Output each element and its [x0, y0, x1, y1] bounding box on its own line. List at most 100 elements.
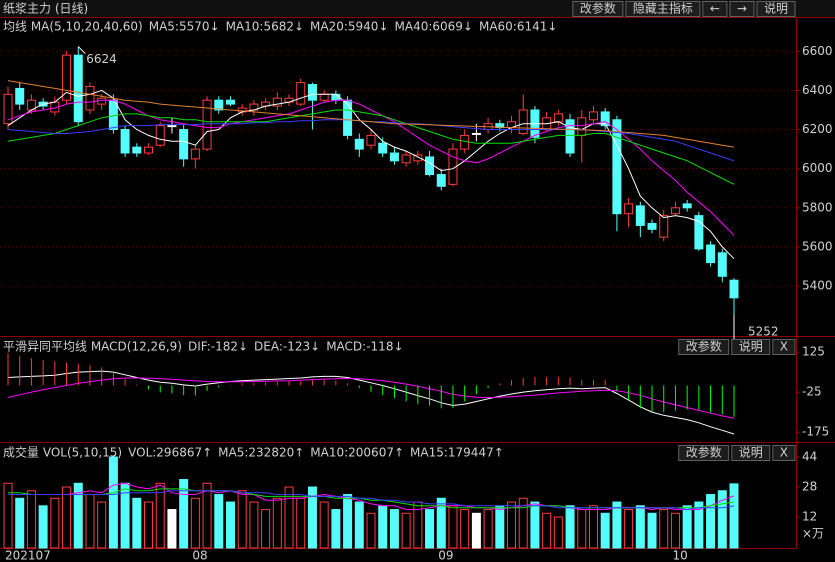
volume-bar — [647, 512, 657, 549]
candle-body — [670, 207, 680, 215]
y-tick-label: -25 — [802, 385, 822, 399]
candle-body — [319, 93, 329, 101]
volume-bar — [717, 490, 727, 549]
volume-bar — [483, 509, 493, 549]
button[interactable] — [678, 445, 730, 461]
volume-bar — [97, 501, 107, 549]
volume-bar — [167, 509, 177, 549]
volume-bar — [670, 512, 680, 549]
unit-label: ×万 — [802, 527, 824, 541]
candle-body — [214, 99, 224, 111]
candle-body — [612, 119, 622, 215]
volume-bar — [354, 501, 364, 549]
panel-title: 成交量 VOL(5,10,15) — [3, 445, 122, 460]
button[interactable] — [702, 1, 728, 17]
y-tick-label: 125 — [802, 345, 825, 359]
series-line — [7, 99, 735, 236]
button[interactable] — [625, 1, 701, 17]
volume-bar — [577, 509, 587, 549]
legend-entry: MA20:5940↓ — [310, 20, 388, 34]
y-tick-label: 5800 — [802, 200, 833, 214]
legend-entry: MA5:5570↓ — [149, 20, 220, 34]
button[interactable] — [772, 339, 796, 355]
candle-body — [471, 132, 481, 135]
volume-bar — [190, 497, 200, 549]
volume-bar — [155, 482, 165, 549]
button-label: 改参数 — [580, 1, 616, 16]
volume-bar — [343, 494, 353, 549]
legend-entry: MA15:179447↑ — [410, 446, 504, 460]
volume-bar — [26, 490, 36, 549]
volume-bar — [553, 516, 563, 549]
x-tick-label: 08 — [192, 549, 207, 562]
volume-bar — [612, 501, 622, 549]
candle-body — [706, 244, 716, 264]
candle-body — [553, 113, 563, 123]
x-tick-label: 202107 — [5, 549, 51, 562]
candle-body — [179, 129, 189, 160]
volume-bar — [237, 490, 247, 549]
button[interactable] — [731, 445, 771, 461]
series-line — [7, 109, 735, 185]
candle-body — [518, 109, 528, 134]
button[interactable] — [729, 1, 755, 17]
button-label: X — [780, 340, 788, 354]
candle-body — [378, 142, 388, 154]
volume-bar — [50, 497, 60, 549]
x-tick-label: 10 — [672, 549, 687, 562]
volume-bar — [389, 509, 399, 549]
panel-title: 平滑异同平均线 MACD(12,26,9) — [3, 340, 182, 354]
button[interactable] — [678, 339, 730, 355]
volume-bar — [518, 497, 528, 549]
candle-body — [354, 138, 364, 150]
candle-body — [167, 125, 177, 128]
candle-body — [682, 203, 692, 209]
volume-bar — [38, 505, 48, 549]
volume-bar — [225, 501, 235, 549]
candle-body — [296, 82, 306, 105]
y-tick-label: 12 — [802, 510, 817, 524]
candle-body — [694, 215, 704, 250]
candle-body — [729, 279, 739, 299]
candle-body — [73, 54, 83, 123]
candle-body — [272, 97, 282, 107]
volume-bar — [436, 497, 446, 549]
volume-bar — [600, 512, 610, 549]
candle-body — [425, 156, 435, 176]
button-label: X — [780, 446, 788, 460]
volume-bar — [307, 486, 317, 549]
volume-bar — [401, 512, 411, 549]
candle-body — [120, 129, 130, 154]
candle-body — [565, 119, 575, 154]
y-tick-label: 6400 — [802, 83, 833, 97]
button[interactable] — [572, 1, 624, 17]
candle-body — [436, 174, 446, 187]
y-tick-label: 6200 — [802, 122, 833, 136]
series-line — [8, 482, 735, 511]
candle-body — [366, 134, 376, 146]
series-line — [7, 370, 735, 435]
legend-entry: DIF:-182↓ — [188, 340, 248, 354]
panel-title: 均线 MA(5,10,20,40,60) — [3, 20, 143, 34]
legend-entry: MA5:232820↑ — [218, 446, 304, 460]
button[interactable] — [756, 1, 796, 17]
candle-body — [343, 99, 353, 136]
y-tick-label: -175 — [802, 425, 829, 439]
legend-entry: MACD:-118↓ — [326, 340, 403, 354]
legend-entry: MA60:6141↓ — [479, 20, 557, 34]
volume-bar — [682, 505, 692, 549]
button[interactable] — [772, 445, 796, 461]
volume-bar — [588, 505, 598, 549]
volume-bar — [460, 509, 470, 549]
candle-body — [635, 205, 645, 226]
candle-body — [577, 117, 587, 136]
series-line — [7, 377, 735, 419]
candle-body — [413, 154, 423, 162]
button[interactable] — [731, 339, 771, 355]
y-tick-label: 28 — [802, 480, 817, 494]
annotation-line — [733, 315, 746, 342]
candle-body — [600, 111, 610, 127]
button-label: 改参数 — [686, 445, 722, 460]
series-line — [8, 490, 735, 511]
volume-bar — [144, 501, 154, 549]
